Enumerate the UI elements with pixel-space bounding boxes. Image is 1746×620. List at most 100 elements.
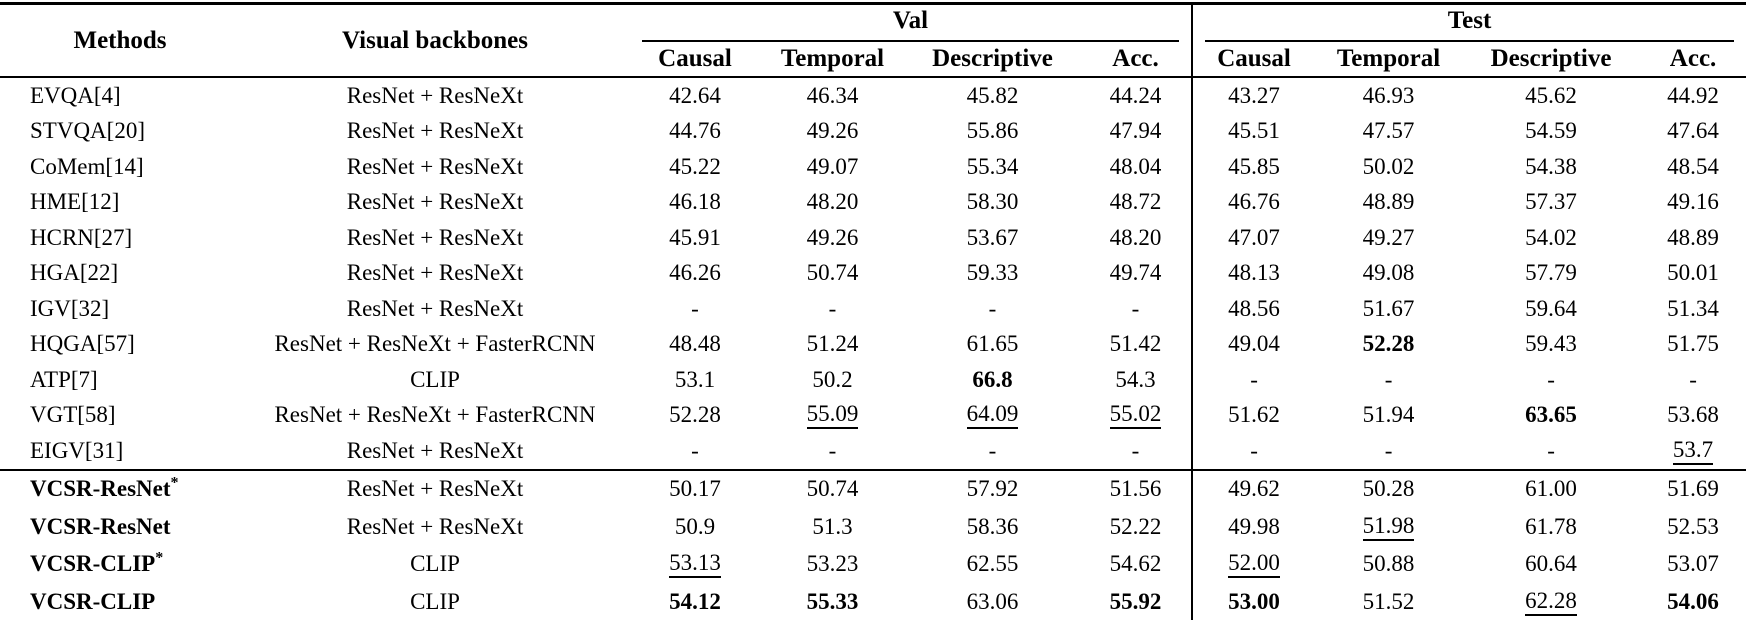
methods-column-header: Methods (0, 3, 240, 78)
test-temporal-cell: 49.08 (1362, 260, 1415, 286)
test-descriptive-cell: 45.62 (1525, 82, 1577, 108)
test-descriptive-cell: 61.78 (1525, 513, 1577, 539)
val-descriptive-cell: 63.06 (966, 588, 1019, 614)
test-causal-cell: 52.00 (1191, 545, 1316, 583)
table-row: STVQA[20] ResNet + ResNeXt 44.76 49.26 55.86… (0, 113, 1746, 149)
test-causal-cell: 49.04 (1191, 326, 1316, 362)
superscript-asterisk: * (170, 474, 179, 492)
test-causal-cell: - (1191, 433, 1316, 470)
test-temporal-cell: - (1384, 437, 1393, 463)
backbone-cell: ResNet + ResNeXt (346, 153, 524, 179)
val-causal-cell: 48.48 (669, 331, 721, 357)
method-cell: VGT[58] (30, 402, 116, 428)
test-temporal-cell: - (1384, 366, 1393, 392)
val-temporal-header: Temporal (760, 42, 905, 78)
test-causal-cell: 49.98 (1191, 508, 1316, 546)
val-causal-cell: - (691, 437, 699, 463)
test-acc-cell: 44.92 (1667, 82, 1719, 108)
val-temporal-cell: - (828, 437, 837, 463)
superscript-asterisk: * (155, 549, 164, 567)
test-temporal-cell: 48.89 (1362, 189, 1415, 215)
test-descriptive-cell: 59.64 (1525, 295, 1577, 321)
table-row: HCRN[27] ResNet + ResNeXt 45.91 49.26 53.67 4… (0, 220, 1746, 256)
test-descriptive-cell: 61.00 (1462, 468, 1641, 508)
val-causal-cell: - (691, 295, 699, 321)
test-descriptive-cell: 60.64 (1525, 551, 1577, 577)
val-causal-cell: 45.91 (669, 224, 721, 250)
val-acc-cell: 54.3 (1115, 366, 1156, 392)
val-acc-cell: - (1131, 437, 1140, 463)
val-temporal-cell: 46.34 (806, 82, 859, 108)
test-descriptive-cell: 57.37 (1525, 189, 1577, 215)
test-acc-cell: 51.75 (1667, 331, 1719, 357)
backbone-cell: CLIP (410, 366, 460, 392)
method-cell: STVQA[20] (30, 118, 145, 144)
val-acc-cell: 55.02 (1080, 398, 1192, 434)
val-acc-header: Acc. (1080, 42, 1193, 78)
test-acc-cell: 51.34 (1667, 295, 1719, 321)
method-cell: VCSR-CLIP (30, 588, 156, 614)
val-descriptive-cell: 66.8 (972, 366, 1013, 392)
val-acc-cell: 49.74 (1109, 260, 1162, 286)
val-causal-header: Causal (630, 42, 760, 78)
val-temporal-cell: 55.09 (760, 398, 905, 434)
val-causal-cell: 42.64 (669, 82, 721, 108)
test-causal-cell: - (1191, 362, 1316, 398)
test-acc-cell: 54.06 (1667, 588, 1719, 614)
val-temporal-cell: 55.33 (806, 588, 859, 614)
test-causal-cell: 48.56 (1191, 291, 1316, 327)
test-acc-cell: 47.64 (1667, 118, 1719, 144)
table-row: IGV[32] ResNet + ResNeXt - - - - 48.56 51.67 59.… (0, 291, 1746, 327)
method-cell: HGA[22] (30, 260, 119, 286)
test-descriptive-cell: 57.79 (1525, 260, 1577, 286)
val-group-label: Val (642, 5, 1180, 42)
table-row: EIGV[31] ResNet + ResNeXt - - - - - - - 53.7 (0, 433, 1746, 470)
val-descriptive-cell: 64.09 (905, 398, 1080, 434)
val-acc-cell: 48.04 (1109, 153, 1162, 179)
val-acc-cell: 54.62 (1109, 551, 1162, 577)
method-cell: VCSR-ResNet (30, 513, 171, 539)
backbone-cell: ResNet + ResNeXt (346, 224, 524, 250)
table-header: Methods Visual backbones Val Test Causal… (0, 3, 1746, 78)
backbone-cell: CLIP (410, 551, 460, 577)
val-causal-cell: 50.17 (630, 468, 760, 508)
subheader-row: Causal Temporal Descriptive Acc. Causal … (0, 42, 1746, 78)
backbone-cell: ResNet + ResNeXt (346, 82, 524, 108)
method-cell: HME[12] (30, 189, 120, 215)
vcsr-rows-section: VCSR-ResNet* ResNet + ResNeXt 50.17 50.74 57… (0, 468, 1746, 620)
val-temporal-cell: 49.07 (806, 153, 859, 179)
val-temporal-cell: 49.26 (806, 224, 859, 250)
val-causal-cell: 53.1 (674, 366, 716, 392)
val-acc-cell: 52.22 (1109, 513, 1162, 539)
test-group-header: Test (1191, 3, 1746, 42)
val-descriptive-cell: 61.65 (966, 331, 1019, 357)
method-cell: EIGV[31] (30, 437, 124, 463)
val-descriptive-cell: - (988, 437, 997, 463)
test-causal-cell: 46.76 (1191, 184, 1316, 220)
val-descriptive-cell: 59.33 (966, 260, 1019, 286)
test-descriptive-cell: 62.28 (1462, 583, 1640, 620)
val-acc-cell: 48.20 (1109, 224, 1162, 250)
val-causal-cell: 46.18 (669, 189, 721, 215)
test-temporal-cell: 49.27 (1362, 224, 1415, 250)
val-acc-cell: - (1131, 295, 1140, 321)
test-descriptive-cell: 54.38 (1525, 153, 1577, 179)
val-temporal-cell: 49.26 (806, 118, 859, 144)
table-row: VCSR-ResNet ResNet + ResNeXt 50.9 51.3 58.36… (0, 508, 1746, 546)
test-acc-cell: 50.01 (1667, 260, 1719, 286)
test-causal-cell: 43.27 (1191, 77, 1316, 114)
test-acc-cell: 48.54 (1667, 153, 1719, 179)
val-temporal-cell: 50.74 (760, 468, 905, 508)
test-acc-cell: 53.68 (1667, 402, 1719, 428)
test-temporal-cell: 52.28 (1362, 331, 1415, 357)
val-acc-cell: 51.56 (1080, 468, 1193, 508)
test-causal-cell: 47.07 (1191, 220, 1316, 256)
test-descriptive-cell: 54.02 (1525, 224, 1577, 250)
val-descriptive-cell: 57.92 (905, 468, 1080, 508)
test-descriptive-cell: 63.65 (1525, 402, 1577, 428)
test-causal-cell: 45.51 (1191, 113, 1316, 149)
table-row: VCSR-ResNet* ResNet + ResNeXt 50.17 50.74 57… (0, 468, 1746, 508)
backbone-cell: CLIP (410, 588, 460, 614)
